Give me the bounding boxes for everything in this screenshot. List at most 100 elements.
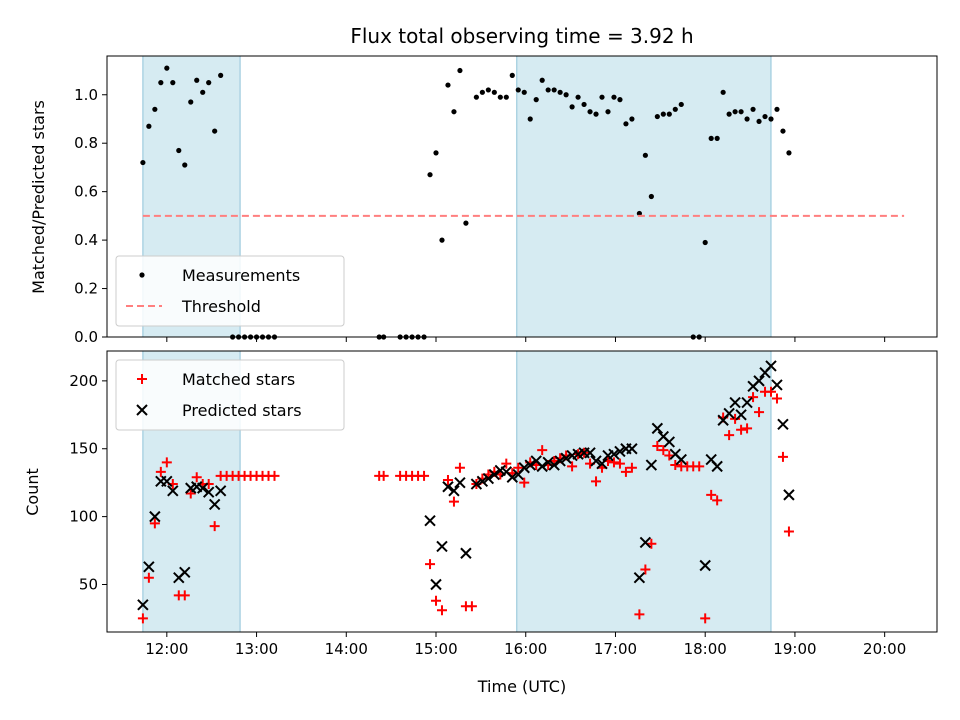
predicted-star-point: [430, 578, 442, 591]
measurement-point: [533, 97, 539, 103]
plot-frame: [106, 350, 938, 633]
predicted-star-point: [771, 379, 783, 391]
measurement-point: [521, 89, 527, 95]
predicted-star-point: [482, 472, 495, 485]
measurement-point: [617, 97, 623, 103]
predicted-star-point: [645, 459, 658, 471]
measurement-point: [164, 65, 170, 71]
matched-star-point: [712, 495, 723, 506]
measurement-point: [503, 94, 509, 100]
predicted-star-point: [143, 561, 155, 573]
matched-star-point: [448, 496, 459, 507]
predicted-star-point: [137, 599, 149, 611]
measurement-point: [445, 82, 451, 88]
predicted-star-point: [639, 536, 652, 549]
matched-star-point: [783, 526, 794, 537]
matched-star-point: [378, 470, 389, 481]
measurement-point: [551, 87, 557, 93]
matched-star-point: [519, 477, 530, 488]
measurement-point: [451, 109, 457, 115]
measurement-point: [473, 94, 479, 100]
measurement-point: [457, 67, 463, 74]
predicted-star-point: [454, 476, 466, 489]
x-tick-label: 14:00: [325, 640, 368, 658]
measurement-point: [762, 113, 768, 120]
measurement-point: [140, 159, 146, 166]
measurement-point: [732, 109, 738, 115]
predicted-star-point: [476, 475, 489, 488]
predicted-star-point: [536, 460, 548, 473]
measurement-point: [427, 172, 433, 178]
measurement-point: [660, 111, 666, 117]
measurement-point: [200, 89, 206, 95]
measurement-point: [485, 87, 491, 93]
predicted-star-point: [723, 407, 735, 420]
predicted-star-point: [460, 547, 472, 559]
x-tick-label: 19:00: [773, 640, 816, 658]
x-tick-label: 13:00: [235, 640, 278, 658]
matched-star-point: [431, 595, 442, 606]
predicted-star-point: [554, 455, 566, 467]
x-tick-label: 16:00: [504, 640, 547, 658]
matched-star-point: [608, 457, 619, 468]
matched-star-point: [513, 462, 524, 473]
y-tick-label: 0.4: [74, 231, 98, 249]
predicted-star-point: [506, 471, 518, 483]
measurement-point: [708, 135, 714, 141]
measurement-point: [491, 89, 497, 95]
legend-box: [115, 359, 345, 431]
measurement-point: [479, 89, 485, 95]
matched-star-point: [766, 386, 776, 397]
matched-star-point: [436, 605, 447, 616]
measurement-point: [593, 111, 599, 117]
legend-label: Measurements: [182, 266, 300, 285]
matched-star-point: [658, 445, 669, 456]
measurement-point: [182, 162, 188, 168]
matched-star-point: [203, 479, 214, 490]
x-axis-label: Time (UTC): [477, 677, 566, 696]
measurement-point: [629, 116, 635, 122]
predicted-star-point: [614, 445, 626, 458]
measurement-point: [756, 118, 762, 125]
predicted-star-point: [741, 396, 753, 409]
predicted-star-point: [560, 452, 572, 464]
predicted-star-point: [675, 453, 687, 466]
measurement-point: [433, 150, 439, 156]
predicted-star-point: [448, 485, 460, 497]
matched-star-point: [640, 564, 651, 575]
y-tick-label: 100: [69, 508, 98, 526]
y-tick-label: 0.8: [74, 134, 98, 152]
measurement-point: [497, 94, 503, 100]
y-tick-label: 0.0: [74, 328, 98, 346]
measurement-point: [648, 193, 654, 200]
measurement-point: [636, 210, 642, 217]
legend-predicted-swatch: [136, 404, 148, 416]
measurement-point: [768, 116, 774, 122]
measurement-point: [563, 92, 569, 98]
measurement-point: [702, 239, 708, 246]
predicted-star-point: [590, 455, 602, 467]
measurement-point: [539, 77, 545, 83]
measurement-point: [750, 106, 756, 112]
measurement-point: [176, 147, 182, 154]
chart-title: Flux total observing time = 3.92 h: [350, 24, 693, 48]
matched-star-point: [425, 559, 436, 570]
matched-star-point: [694, 461, 705, 472]
plot-frame: [106, 55, 938, 338]
y-tick-label: 200: [69, 372, 98, 390]
legend-label: Threshold: [181, 297, 261, 316]
measurement-point: [611, 94, 617, 100]
measurement-point: [569, 104, 575, 110]
matched-star-point: [724, 430, 735, 441]
matched-star-point: [620, 466, 631, 477]
matched-star-point: [700, 613, 711, 624]
matched-star-point: [626, 462, 637, 473]
predicted-star-point: [626, 443, 638, 455]
measurement-point: [581, 101, 587, 108]
measurement-point: [672, 106, 678, 112]
predicted-star-point: [735, 409, 747, 421]
measurement-point: [744, 116, 750, 122]
matched-star-point: [736, 424, 747, 435]
predicted-star-point: [584, 447, 596, 459]
